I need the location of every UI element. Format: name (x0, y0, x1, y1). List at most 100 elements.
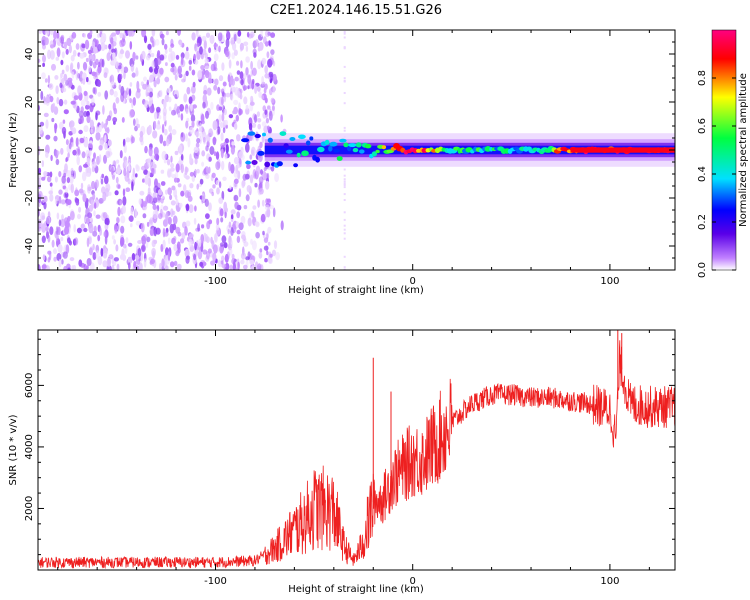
noise-mark (132, 51, 136, 62)
noise-mark (185, 70, 189, 77)
colorbar-label: Normalized spectral amplitude (738, 73, 749, 227)
noise-mark (255, 165, 261, 176)
noise-mark (139, 130, 144, 138)
noise-mark (104, 134, 107, 144)
noise-mark (146, 54, 151, 61)
noise-mark (164, 128, 168, 136)
noise-mark (256, 111, 260, 118)
noise-mark (266, 250, 269, 256)
noise-mark (343, 36, 346, 39)
noise-mark (161, 258, 165, 268)
noise-mark (246, 163, 251, 170)
noise-mark (113, 257, 119, 262)
noise-mark (150, 52, 155, 58)
noise-mark (180, 238, 185, 244)
noise-mark (86, 115, 91, 124)
noise-mark (270, 49, 275, 55)
noise-mark (165, 62, 168, 67)
noise-mark (117, 184, 121, 189)
noise-mark (54, 123, 58, 130)
noise-mark (192, 81, 196, 88)
noise-mark (343, 228, 346, 231)
noise-mark (191, 120, 195, 128)
signal-mark (381, 145, 387, 150)
noise-mark (204, 70, 210, 79)
noise-mark (94, 39, 99, 46)
noise-mark (220, 217, 224, 223)
noise-mark (45, 96, 50, 106)
spectrogram-panel: -100 0 100 -40 -20 0 20 40 Height of straight l… (8, 29, 676, 296)
noise-mark (204, 198, 209, 207)
noise-mark (157, 50, 161, 58)
noise-mark (267, 58, 273, 68)
noise-mark (95, 132, 101, 141)
noise-mark (159, 89, 163, 98)
noise-mark (258, 91, 262, 98)
noise-mark (112, 102, 116, 112)
noise-mark (164, 43, 168, 50)
noise-mark (260, 169, 263, 175)
noise-mark (249, 154, 253, 160)
noise-mark (142, 213, 147, 219)
noise-mark (103, 252, 107, 259)
noise-mark (122, 243, 127, 249)
noise-mark (240, 78, 244, 86)
noise-mark (343, 79, 346, 82)
signal-mark (324, 139, 330, 145)
noise-mark (105, 217, 110, 226)
noise-mark (128, 161, 131, 172)
noise-mark (170, 38, 174, 47)
noise-mark (113, 239, 116, 245)
noise-mark (107, 115, 112, 122)
noise-mark (343, 266, 346, 269)
noise-mark (66, 177, 71, 184)
noise-mark (192, 104, 198, 109)
noise-mark (138, 198, 142, 205)
noise-mark (275, 252, 280, 261)
noise-mark (65, 187, 69, 194)
noise-mark (174, 103, 178, 109)
noise-mark (164, 189, 168, 195)
noise-mark (221, 255, 225, 262)
noise-mark (261, 57, 267, 65)
noise-mark (80, 106, 84, 113)
noise-mark (157, 189, 163, 196)
noise-mark (251, 240, 257, 251)
noise-mark (89, 54, 95, 62)
noise-mark (52, 102, 56, 112)
noise-mark (222, 91, 225, 97)
noise-mark (46, 216, 51, 225)
noise-mark (95, 214, 101, 219)
noise-mark (101, 58, 105, 68)
noise-mark (80, 182, 84, 190)
noise-mark (213, 244, 218, 254)
noise-mark (226, 31, 231, 41)
noise-mark (142, 83, 148, 90)
noise-mark (63, 109, 69, 115)
noise-mark (81, 72, 87, 80)
noise-mark (65, 157, 68, 163)
noise-mark (195, 142, 200, 148)
noise-mark (43, 112, 49, 118)
noise-mark (188, 233, 194, 238)
noise-mark (56, 47, 61, 58)
noise-mark (264, 258, 268, 263)
noise-mark (63, 265, 68, 270)
noise-mark (152, 209, 158, 220)
noise-mark (221, 62, 225, 71)
noise-mark (135, 118, 139, 126)
noise-mark (210, 260, 216, 266)
noise-mark (183, 73, 187, 83)
noise-mark (61, 87, 67, 93)
noise-mark (97, 43, 102, 52)
noise-mark (116, 159, 120, 164)
noise-mark (64, 192, 69, 198)
noise-mark (239, 159, 242, 168)
noise-mark (242, 173, 248, 181)
noise-mark (119, 150, 123, 159)
noise-mark (179, 104, 185, 112)
noise-mark (158, 115, 162, 120)
noise-mark (235, 114, 239, 122)
noise-mark (132, 167, 135, 178)
signal-mark (375, 149, 380, 154)
